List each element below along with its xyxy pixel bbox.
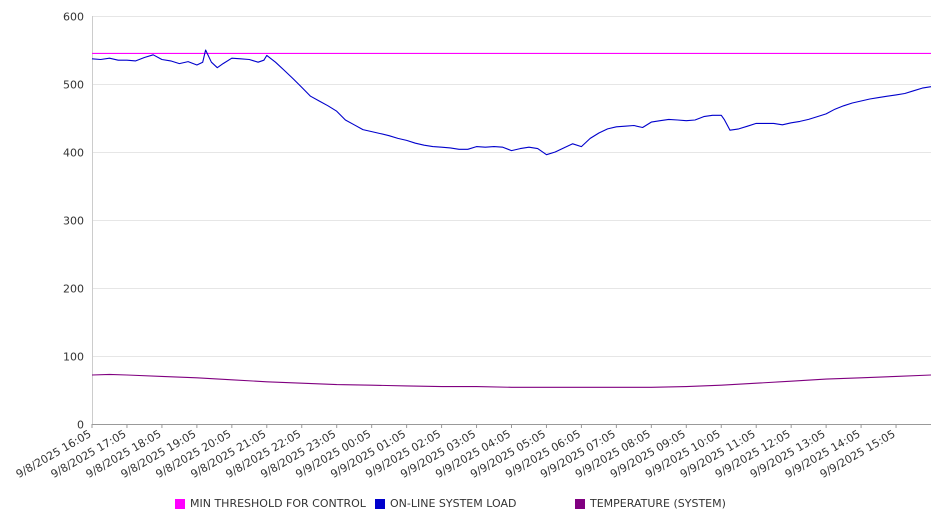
y-tick-labels: 0 100 200 300 400 500 600	[63, 11, 84, 432]
legend-item-system-load: ON-LINE SYSTEM LOAD	[375, 497, 516, 510]
axes	[91, 16, 931, 428]
y-tick-label-0: 0	[77, 419, 84, 432]
y-tick-label-500: 500	[63, 79, 84, 92]
y-tick-label-100: 100	[63, 351, 84, 364]
y-tick-label-600: 600	[63, 11, 84, 24]
legend-item-temperature: TEMPERATURE (SYSTEM)	[575, 497, 726, 510]
legend-label-system-load: ON-LINE SYSTEM LOAD	[390, 497, 517, 510]
legend-label-min-threshold: MIN THRESHOLD FOR CONTROL	[190, 497, 366, 510]
series-lines	[91, 49, 932, 388]
y-tick-label-200: 200	[63, 283, 84, 296]
grid	[92, 16, 931, 357]
y-tick-label-300: 300	[63, 215, 84, 228]
series-line-temperature	[91, 373, 932, 388]
legend-swatch-temperature	[575, 498, 585, 509]
legend-swatch-min-threshold	[175, 498, 185, 509]
series-line-system-load	[91, 49, 932, 156]
legend-swatch-system-load	[375, 498, 385, 509]
y-tick-label-400: 400	[63, 147, 84, 160]
legend-item-min-threshold: MIN THRESHOLD FOR CONTROL	[175, 497, 366, 510]
legend: MIN THRESHOLD FOR CONTROL ON-LINE SYSTEM…	[0, 497, 946, 515]
legend-label-temperature: TEMPERATURE (SYSTEM)	[590, 497, 726, 510]
x-tick-labels: 9/8/2025 16:059/8/2025 17:059/8/2025 18:…	[14, 427, 898, 481]
